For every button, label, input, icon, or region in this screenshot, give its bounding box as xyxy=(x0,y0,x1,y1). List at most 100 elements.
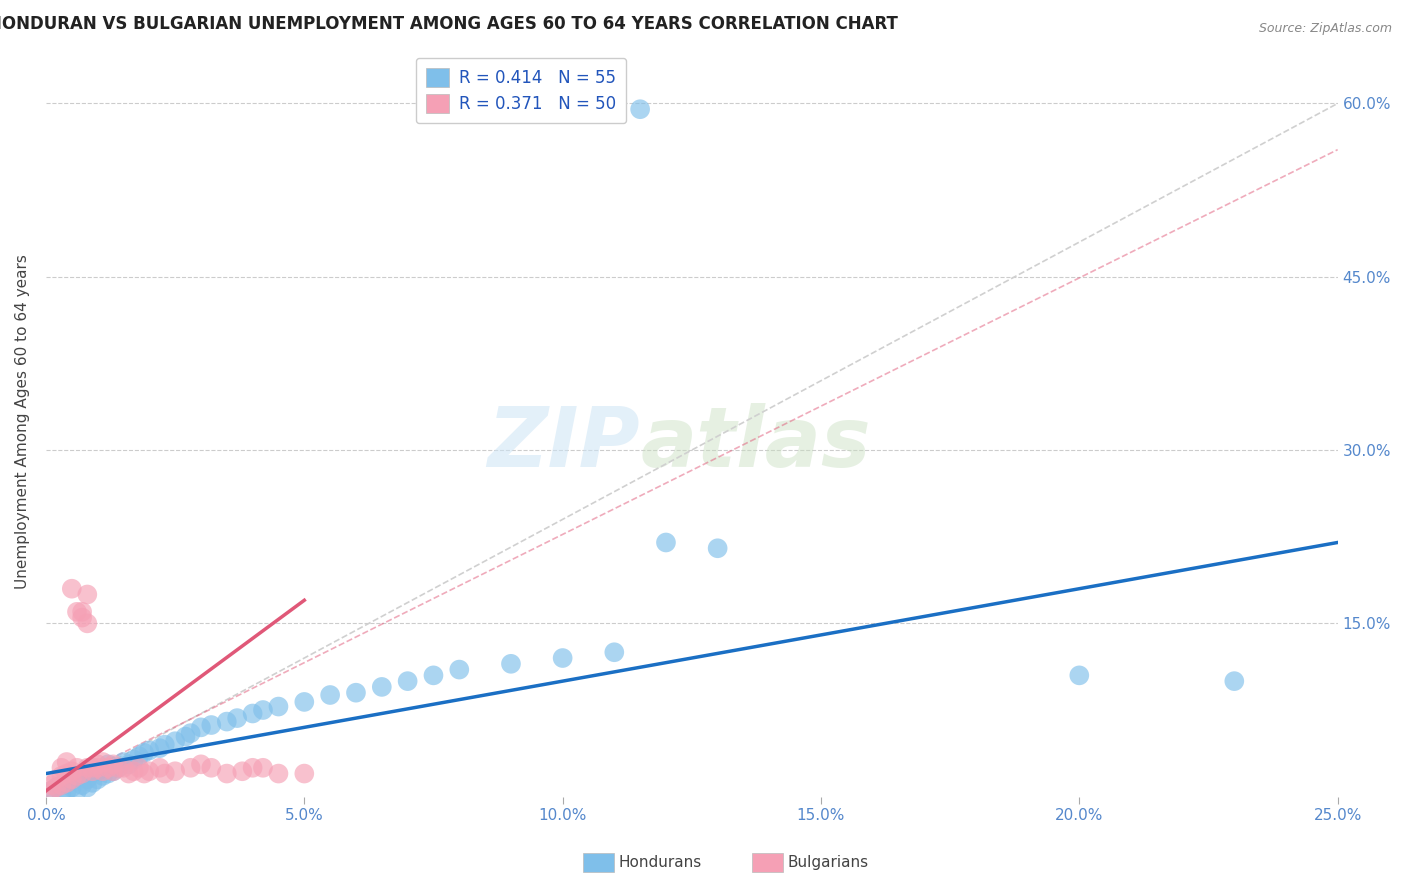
Point xyxy=(107,761,129,775)
Point xyxy=(107,761,129,775)
Point xyxy=(66,605,89,619)
Point xyxy=(55,766,77,780)
Point xyxy=(149,741,172,756)
Point xyxy=(86,772,108,787)
Point xyxy=(122,764,145,779)
Text: HONDURAN VS BULGARIAN UNEMPLOYMENT AMONG AGES 60 TO 64 YEARS CORRELATION CHART: HONDURAN VS BULGARIAN UNEMPLOYMENT AMONG… xyxy=(0,15,897,33)
Point xyxy=(76,761,98,775)
Point xyxy=(200,718,222,732)
Point xyxy=(55,776,77,790)
Point xyxy=(112,755,135,769)
Point xyxy=(267,766,290,780)
Point xyxy=(128,749,150,764)
Point xyxy=(153,738,176,752)
Point xyxy=(55,776,77,790)
Point xyxy=(242,761,264,775)
Point xyxy=(422,668,444,682)
Point xyxy=(39,778,62,792)
Point xyxy=(70,766,93,780)
Point xyxy=(70,778,93,792)
Point xyxy=(628,102,651,116)
Point xyxy=(82,776,104,790)
Text: Bulgarians: Bulgarians xyxy=(787,855,869,870)
Point xyxy=(319,688,342,702)
Point xyxy=(66,769,89,783)
Legend: R = 0.414   N = 55, R = 0.371   N = 50: R = 0.414 N = 55, R = 0.371 N = 50 xyxy=(416,58,627,123)
Point xyxy=(655,535,678,549)
Point xyxy=(76,587,98,601)
Point xyxy=(449,663,471,677)
Point xyxy=(45,780,67,795)
Point xyxy=(86,764,108,779)
Point xyxy=(91,764,114,779)
Point xyxy=(112,761,135,775)
Point xyxy=(101,764,124,779)
Text: Hondurans: Hondurans xyxy=(619,855,702,870)
Point xyxy=(371,680,394,694)
Point xyxy=(551,651,574,665)
Point xyxy=(122,753,145,767)
Y-axis label: Unemployment Among Ages 60 to 64 years: Unemployment Among Ages 60 to 64 years xyxy=(15,253,30,589)
Point xyxy=(51,778,73,792)
Point xyxy=(134,746,156,760)
Point xyxy=(101,757,124,772)
Point xyxy=(91,755,114,769)
Point xyxy=(60,582,83,596)
Point xyxy=(60,764,83,779)
Point xyxy=(603,645,626,659)
Point xyxy=(76,772,98,787)
Point xyxy=(180,761,202,775)
Point xyxy=(45,780,67,795)
Point xyxy=(396,674,419,689)
Point xyxy=(226,711,249,725)
Point xyxy=(97,761,120,775)
Point xyxy=(66,769,89,783)
Point xyxy=(292,695,315,709)
Point xyxy=(117,757,139,772)
Point xyxy=(51,786,73,800)
Point xyxy=(97,766,120,780)
Point xyxy=(55,755,77,769)
Point xyxy=(165,734,187,748)
Text: ZIP: ZIP xyxy=(488,403,640,484)
Point xyxy=(66,784,89,798)
Point xyxy=(190,720,212,734)
Point xyxy=(153,766,176,780)
Point xyxy=(66,761,89,775)
Point xyxy=(76,616,98,631)
Point xyxy=(149,761,172,775)
Point xyxy=(82,761,104,775)
Point xyxy=(82,761,104,775)
Point xyxy=(190,757,212,772)
Point xyxy=(39,784,62,798)
Text: Source: ZipAtlas.com: Source: ZipAtlas.com xyxy=(1258,22,1392,36)
Point xyxy=(51,761,73,775)
Point xyxy=(252,761,274,775)
Point xyxy=(76,780,98,795)
Point xyxy=(55,784,77,798)
Point xyxy=(499,657,522,671)
Point xyxy=(60,780,83,795)
Point xyxy=(128,761,150,775)
Point xyxy=(51,778,73,792)
Point xyxy=(60,772,83,787)
Point xyxy=(180,726,202,740)
Point xyxy=(70,605,93,619)
Point xyxy=(45,772,67,787)
Point xyxy=(70,766,93,780)
Point xyxy=(200,761,222,775)
Point xyxy=(101,764,124,779)
Point xyxy=(39,784,62,798)
Point xyxy=(82,764,104,779)
Point xyxy=(215,766,238,780)
Point xyxy=(86,757,108,772)
Point xyxy=(292,766,315,780)
Point xyxy=(242,706,264,721)
Point xyxy=(344,686,367,700)
Point xyxy=(70,610,93,624)
Point xyxy=(134,766,156,780)
Point xyxy=(1223,674,1246,689)
Point xyxy=(60,772,83,787)
Point xyxy=(51,769,73,783)
Point xyxy=(138,743,160,757)
